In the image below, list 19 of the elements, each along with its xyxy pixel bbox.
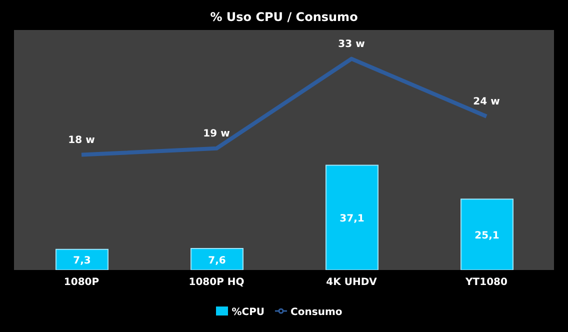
data-label: 7,6 xyxy=(208,255,226,266)
legend-label: %CPU xyxy=(232,307,265,318)
data-label: 18 w xyxy=(68,134,95,146)
data-label: 37,1 xyxy=(340,214,364,225)
bar xyxy=(190,248,244,270)
data-label: 7,3 xyxy=(73,256,91,267)
data-label: 19 w xyxy=(203,128,230,140)
bar xyxy=(460,198,514,270)
data-label: 24 w xyxy=(473,96,500,108)
bar xyxy=(56,248,108,270)
x-tick-label: 1080P xyxy=(64,277,100,288)
bar xyxy=(326,164,378,270)
legend-label: Consumo xyxy=(290,307,342,318)
x-tick-label: 1080P HQ xyxy=(188,277,244,288)
chart-title: % Uso CPU / Consumo xyxy=(209,10,359,24)
x-tick-label: YT1080 xyxy=(464,277,508,288)
x-tick-label: 4K UHDV xyxy=(326,277,378,288)
data-label: 33 w xyxy=(338,38,365,50)
data-label: 25,1 xyxy=(474,230,500,242)
